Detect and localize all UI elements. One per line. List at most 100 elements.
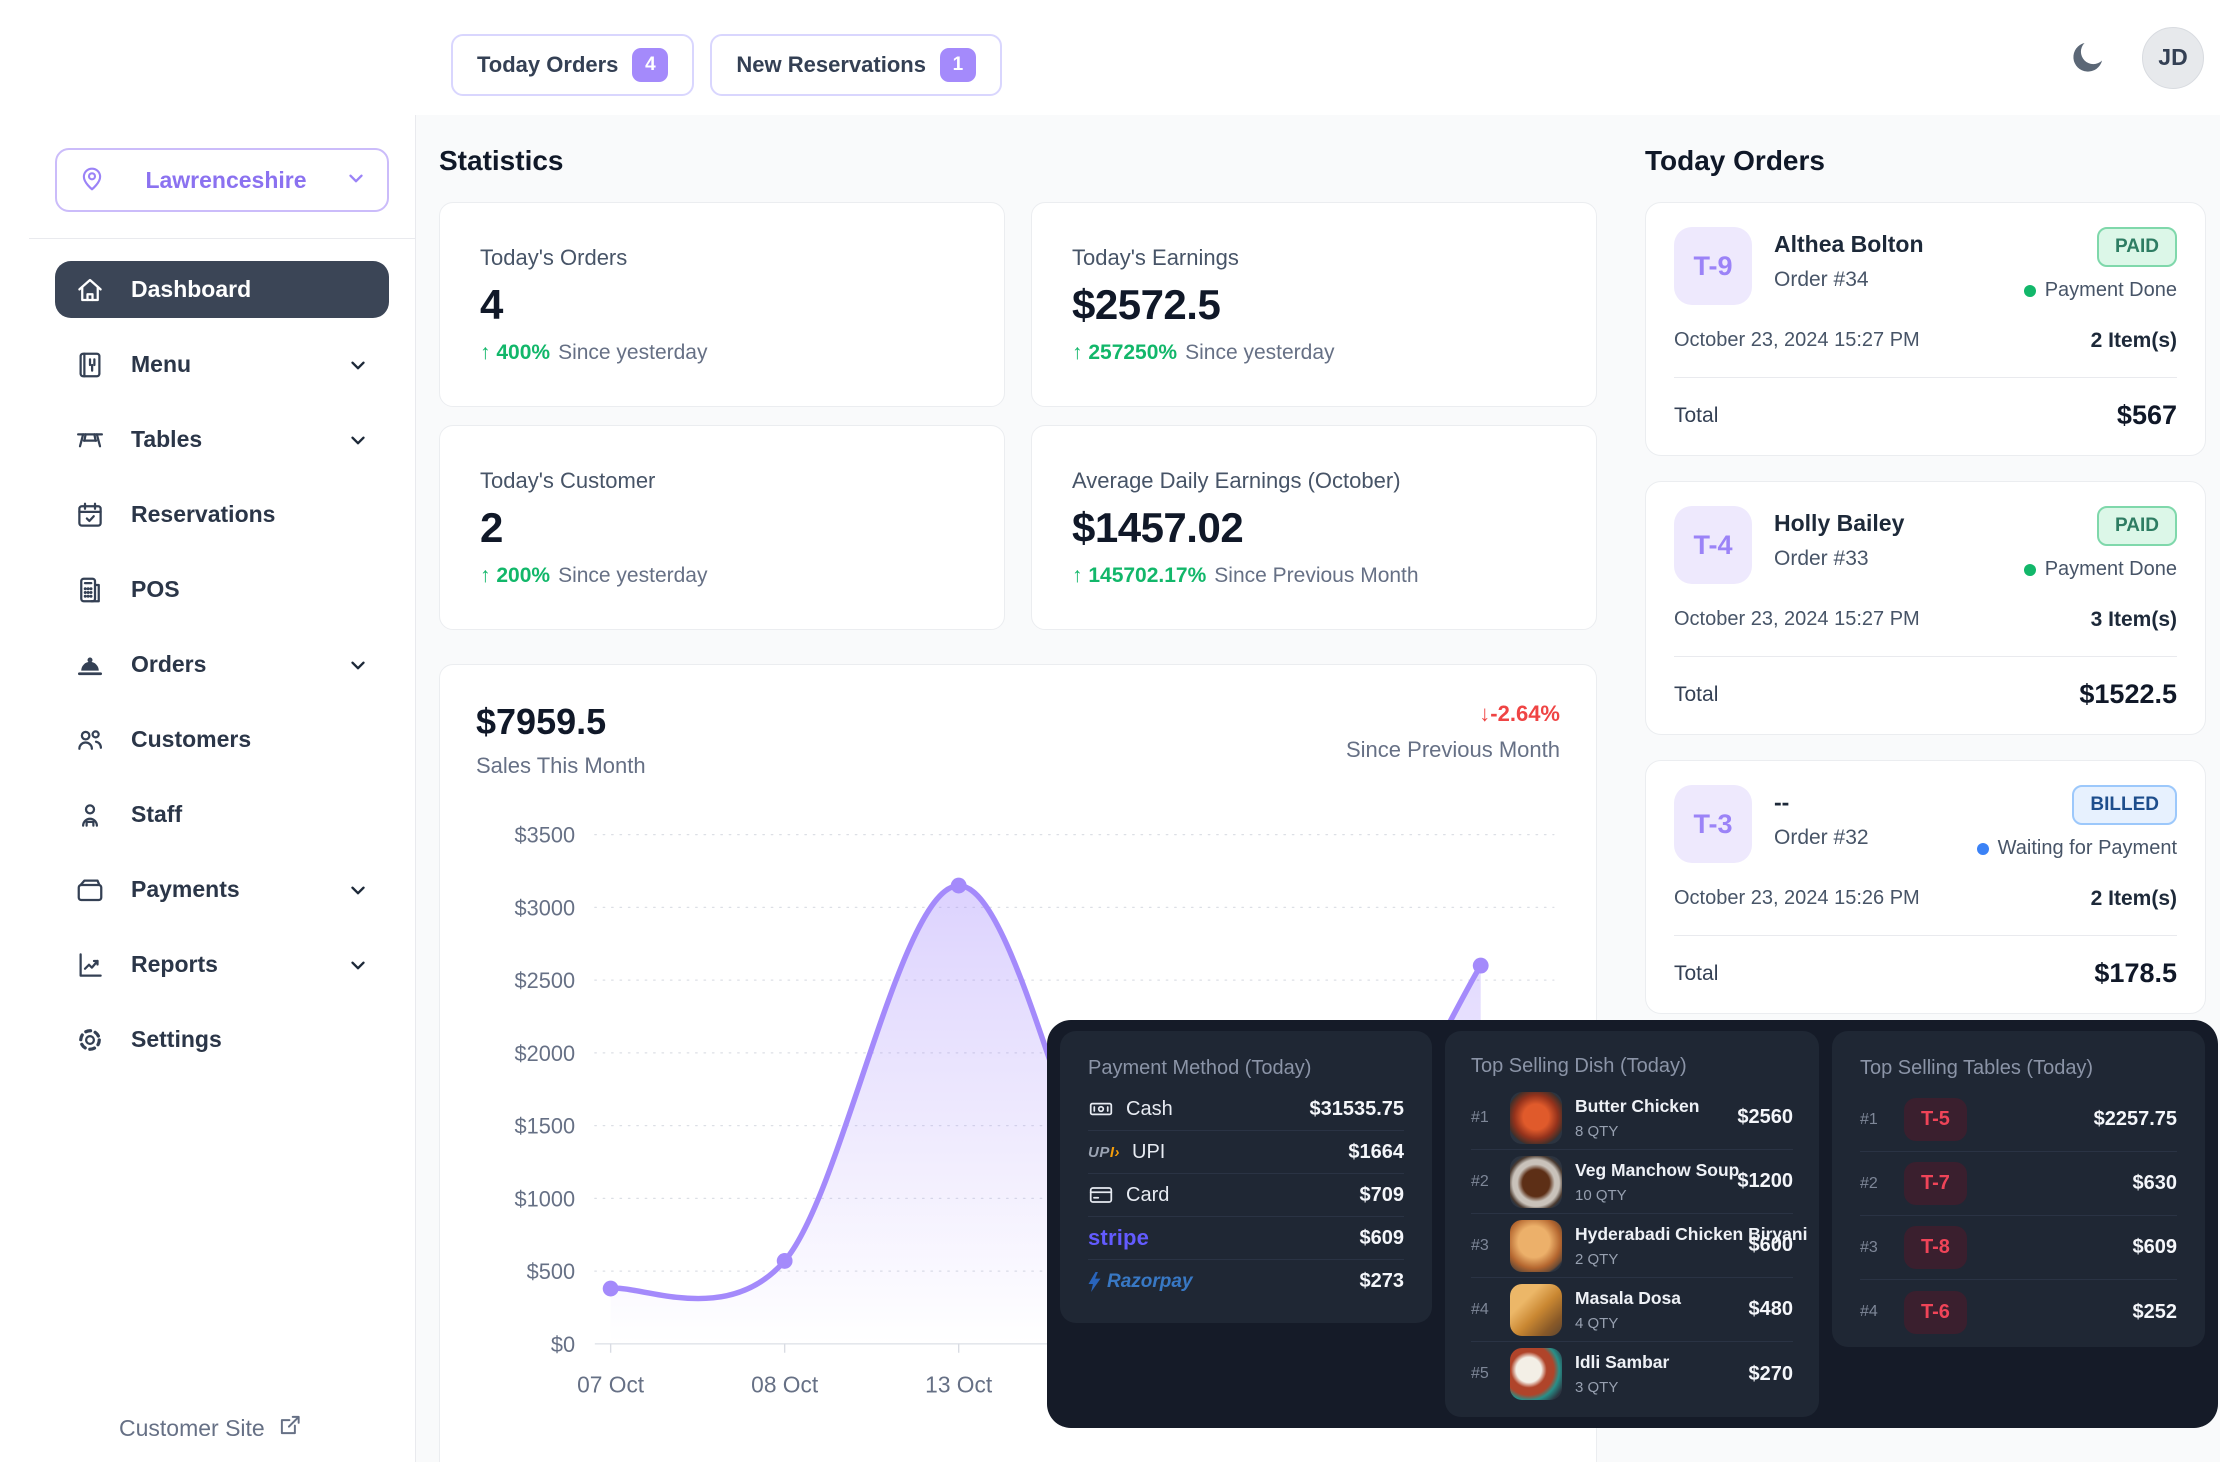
sidebar-item-label: Reports	[131, 951, 218, 977]
payment-method-title: Payment Method (Today)	[1088, 1057, 1312, 1079]
order-datetime: October 23, 2024 15:27 PM	[1674, 329, 1920, 351]
sidebar-item-settings[interactable]: Settings	[55, 1011, 389, 1068]
table-amount: $2257.75	[2093, 1108, 2177, 1130]
stat-delta-pct: 145702.17%	[1088, 563, 1207, 587]
dish-qty: 2 QTY	[1575, 1250, 1619, 1268]
dish-qty: 4 QTY	[1575, 1314, 1619, 1332]
payment-method-amount: $1664	[1348, 1140, 1404, 1163]
stat-card-average-daily-earnings: Average Daily Earnings (October) $1457.0…	[1031, 425, 1597, 630]
sidebar-item-label: Staff	[131, 801, 183, 827]
table-amount: $252	[2132, 1300, 2178, 1323]
report-chart-icon	[79, 952, 102, 977]
top-header: Today Orders 4 New Reservations 1 JD	[0, 0, 2236, 115]
location-name: Lawrenceshire	[145, 166, 307, 193]
sidebar-item-menu[interactable]: Menu	[55, 336, 389, 393]
table-row: #2 T-7 $630	[1860, 1152, 2177, 1216]
cash-icon	[1089, 1102, 1113, 1116]
dish-rank: #1	[1471, 1108, 1489, 1126]
external-link-icon	[277, 1412, 303, 1444]
sidebar-item-label: Orders	[131, 651, 207, 677]
dark-mode-toggle[interactable]	[2066, 37, 2108, 79]
table-row: #4 T-6 $252	[1860, 1280, 2177, 1344]
order-card[interactable]: T-9 Althea Bolton Order #34 PAID Payment…	[1645, 202, 2206, 456]
wallet-icon	[77, 879, 103, 901]
sidebar-item-reservations[interactable]: Reservations	[55, 486, 389, 543]
dish-name: Masala Dosa	[1575, 1287, 1682, 1308]
sidebar-item-reports[interactable]: Reports	[55, 936, 389, 993]
staff-person-icon	[82, 803, 98, 827]
today-orders-button[interactable]: Today Orders 4	[451, 34, 695, 96]
table-rank: #1	[1860, 1110, 1878, 1128]
avatar[interactable]: JD	[2142, 26, 2204, 89]
stat-delta-pct: 257250%	[1088, 340, 1178, 364]
dish-photo	[1510, 1155, 1562, 1208]
dish-photo	[1510, 1283, 1562, 1336]
header-right-controls: JD	[2066, 0, 2204, 115]
sidebar-item-customers[interactable]: Customers	[55, 711, 389, 768]
svg-text:$2000: $2000	[515, 1041, 575, 1066]
order-number: Order #32	[1774, 826, 1869, 849]
chevron-down-icon	[351, 661, 365, 669]
svg-text:$1500: $1500	[515, 1114, 575, 1139]
payment-status-dot	[1976, 842, 1989, 855]
today-orders-title: Today Orders	[1645, 145, 1825, 176]
payment-method-row: UPI› UPI $1664	[1088, 1131, 1404, 1174]
up-arrow-icon: ↑	[480, 340, 491, 364]
stat-value: $2572.5	[1072, 280, 1221, 328]
location-selector[interactable]: Lawrenceshire	[55, 148, 389, 212]
sidebar-item-label: Payments	[131, 876, 240, 902]
order-card[interactable]: T-3 -- Order #32 BILLED Waiting for Paym…	[1645, 760, 2206, 1014]
stat-label: Today's Orders	[480, 244, 628, 270]
top-selling-tables-title: Top Selling Tables (Today)	[1860, 1057, 2094, 1079]
top-selling-dish-panel: Top Selling Dish (Today) #1 Butter Chick…	[1445, 1031, 1819, 1417]
sidebar-item-pos[interactable]: POS	[55, 561, 389, 618]
sidebar-item-tables[interactable]: Tables	[55, 411, 389, 468]
table-badge-label: T-9	[1693, 250, 1733, 281]
chevron-down-icon	[345, 167, 367, 194]
stat-label: Today's Customer	[480, 467, 656, 493]
payment-method-name: Card	[1126, 1183, 1170, 1206]
today-orders-panel: Today Orders T-9 Althea Bolton Order #34…	[1645, 115, 2206, 1014]
sidebar: Lawrenceshire Dashboard Menu	[29, 115, 416, 1462]
stat-value: $1457.02	[1072, 503, 1244, 551]
razorpay-logo-icon: Razorpay	[1088, 1271, 1193, 1293]
top-selling-dish-title: Top Selling Dish (Today)	[1471, 1055, 1687, 1077]
dish-amount: $1200	[1737, 1170, 1793, 1192]
svg-text:$500: $500	[527, 1259, 575, 1284]
customer-name: Althea Bolton	[1774, 231, 1924, 257]
table-badge: T-7	[1904, 1162, 1967, 1205]
dish-qty: 8 QTY	[1575, 1122, 1619, 1140]
new-reservations-button[interactable]: New Reservations 1	[710, 34, 1002, 96]
order-card[interactable]: T-4 Holly Bailey Order #33 PAID Payment …	[1645, 481, 2206, 735]
stats-grid: Today's Orders 4 ↑ 400% Since yesterday T…	[439, 202, 1597, 630]
dark-widgets-overlay: Payment Method (Today) Cash $31535.75 UP…	[1047, 1020, 2218, 1428]
header-quick-buttons: Today Orders 4 New Reservations 1	[451, 34, 1002, 96]
stripe-logo-icon: stripe	[1088, 1225, 1150, 1250]
table-badge: T-8	[1904, 1226, 1967, 1269]
chevron-down-icon	[351, 961, 365, 969]
sidebar-item-staff[interactable]: Staff	[55, 786, 389, 843]
customer-site-label: Customer Site	[119, 1414, 265, 1441]
payment-method-amount: $31535.75	[1309, 1097, 1404, 1120]
svg-text:$2500: $2500	[515, 968, 575, 993]
sidebar-item-payments[interactable]: Payments	[55, 861, 389, 918]
dish-rank: #3	[1471, 1236, 1489, 1254]
table-badge: T-6	[1904, 1290, 1967, 1334]
order-items-count: 2 Item(s)	[2090, 329, 2177, 352]
dish-rank: #2	[1471, 1172, 1489, 1190]
order-total-value: $567	[2116, 400, 2177, 430]
sidebar-item-label: Reservations	[131, 501, 276, 527]
svg-text:08 Oct: 08 Oct	[751, 1371, 819, 1397]
sidebar-item-label: Customers	[131, 726, 252, 752]
sidebar-item-dashboard[interactable]: Dashboard	[55, 261, 389, 318]
sidebar-item-orders[interactable]: Orders	[55, 636, 389, 693]
dish-photo	[1510, 1348, 1562, 1400]
dish-amount: $600	[1748, 1234, 1794, 1256]
payment-status-dot	[2023, 284, 2036, 297]
customer-site-link[interactable]: Customer Site	[119, 1412, 303, 1444]
table-badge-label: T-4	[1693, 529, 1733, 560]
up-arrow-icon: ↑	[1072, 563, 1083, 587]
payment-method-amount: $609	[1359, 1226, 1405, 1249]
order-datetime: October 23, 2024 15:27 PM	[1674, 608, 1920, 630]
customer-name: --	[1774, 789, 1790, 815]
